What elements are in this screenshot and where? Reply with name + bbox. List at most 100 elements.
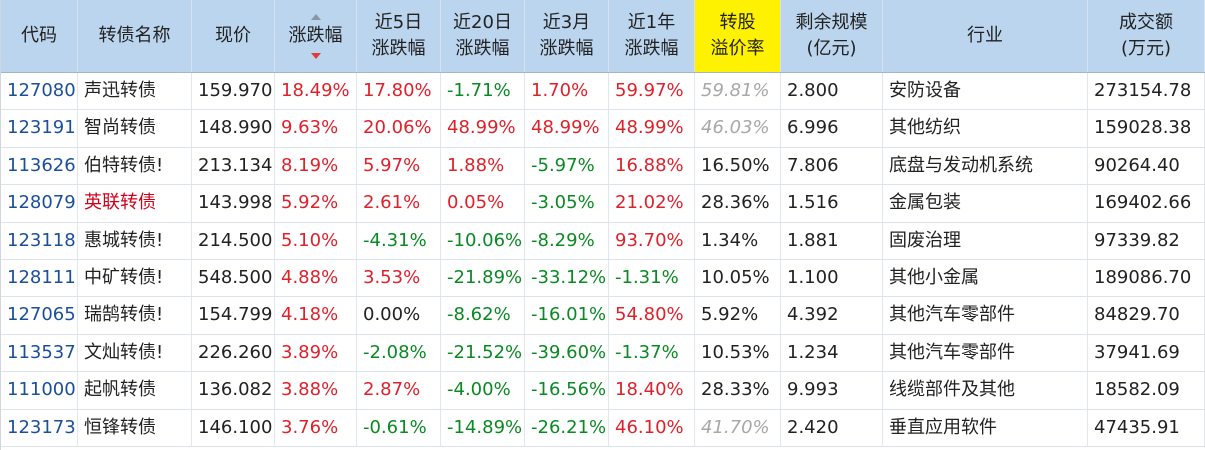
cell-price: 548.500 — [192, 259, 275, 297]
cell-chg5: -2.08% — [357, 334, 441, 372]
table-row[interactable]: 128079 英联转债 143.998 5.92% 2.61% 0.05% -3.05% 21… — [1, 185, 1205, 223]
cell-code[interactable]: 128079 — [1, 185, 78, 222]
table-body: 127080 声迅转债 159.970 18.49% 17.80% -1.71% 1.70%… — [1, 73, 1205, 447]
cell-premium: 1.34% — [695, 222, 781, 259]
cell-chg20: -4.00% — [441, 372, 525, 409]
table-row[interactable]: 127080 声迅转债 159.970 18.49% 17.80% -1.71% 1.70%… — [1, 73, 1205, 111]
cell-price: 146.100 — [192, 409, 275, 446]
cell-code[interactable]: 128111 — [1, 259, 78, 297]
cell-price: 213.134 — [192, 147, 275, 185]
cell-chg1y: 16.88% — [609, 147, 695, 185]
cell-code[interactable]: 127080 — [1, 73, 78, 110]
cell-name[interactable]: 智尚转债 — [78, 110, 192, 147]
header-price[interactable]: 现价 — [192, 0, 275, 72]
cell-price: 226.260 — [192, 334, 275, 372]
cell-scale: 6.996 — [781, 110, 883, 147]
cell-volume: 169402.66 — [1088, 185, 1205, 222]
cell-chg5: 2.87% — [357, 372, 441, 409]
table-row[interactable]: 123173 恒锋转债 146.100 3.76% -0.61% -14.89% -26.2… — [1, 409, 1205, 447]
table-row[interactable]: 123191 智尚转债 148.990 9.63% 20.06% 48.99% 48.99%… — [1, 110, 1205, 148]
sort-asc-icon[interactable] — [310, 14, 321, 20]
cell-industry: 其他汽车零部件 — [883, 297, 1088, 334]
cell-price: 154.799 — [192, 297, 275, 334]
header-label: 涨跌幅 — [371, 38, 426, 59]
cell-chg20: 0.05% — [441, 185, 525, 222]
cell-scale: 1.881 — [781, 222, 883, 259]
header-label: 近1年 — [627, 12, 676, 33]
header-label: 转股 — [719, 12, 756, 33]
cell-price: 136.082 — [192, 372, 275, 409]
header-chg3m[interactable]: 近3月 涨跌幅 — [525, 0, 609, 72]
cell-chg: 3.89% — [275, 334, 357, 372]
cell-chg1y: 54.80% — [609, 297, 695, 334]
cell-chg1y: -1.37% — [609, 334, 695, 372]
cell-scale: 7.806 — [781, 147, 883, 185]
cell-chg: 4.18% — [275, 297, 357, 334]
cell-price: 148.990 — [192, 110, 275, 147]
cell-chg3m: 1.70% — [525, 73, 609, 110]
cell-industry: 其他纺织 — [883, 110, 1088, 147]
cell-code[interactable]: 111000 — [1, 372, 78, 409]
table-header: 代码 转债名称 现价 涨跌幅 近5日 涨跌幅 近20日 涨跌幅 近3月 涨跌幅 近1年 涨跌幅 转股 溢价… — [1, 0, 1205, 73]
header-premium[interactable]: 转股 溢价率 — [695, 0, 781, 72]
header-label: 成交额 — [1119, 12, 1173, 33]
header-scale[interactable]: 剩余规模 (亿元) — [781, 0, 883, 72]
cell-chg20: 1.88% — [441, 147, 525, 185]
cell-name[interactable]: 英联转债 — [78, 185, 192, 222]
header-name[interactable]: 转债名称 — [78, 0, 192, 72]
table-row[interactable]: 111000 起帆转债 136.082 3.88% 2.87% -4.00% -16.56%… — [1, 372, 1205, 410]
cell-chg1y: -1.31% — [609, 259, 695, 297]
cell-premium: 10.53% — [695, 334, 781, 372]
header-industry[interactable]: 行业 — [883, 0, 1088, 72]
header-label: 涨跌幅 — [624, 38, 679, 59]
cell-chg: 3.88% — [275, 372, 357, 409]
header-label: 代码 — [21, 25, 57, 46]
cell-chg: 4.88% — [275, 259, 357, 297]
header-label: 涨跌幅 — [288, 25, 343, 46]
cell-code[interactable]: 113537 — [1, 334, 78, 372]
cell-chg: 9.63% — [275, 110, 357, 147]
table-row[interactable]: 128111 中矿转债! 548.500 4.88% 3.53% -21.89% -33.1… — [1, 259, 1205, 298]
cell-chg: 5.10% — [275, 222, 357, 259]
cell-name[interactable]: 瑞鹄转债! — [78, 297, 192, 334]
cell-code[interactable]: 123118 — [1, 222, 78, 259]
cell-code[interactable]: 123173 — [1, 409, 78, 446]
table-row[interactable]: 127065 瑞鹄转债! 154.799 4.18% 0.00% -8.62% -16.01… — [1, 297, 1205, 335]
header-label: 溢价率 — [710, 38, 765, 59]
header-chg1y[interactable]: 近1年涨跌幅 — [609, 0, 695, 72]
header-label: 转债名称 — [98, 25, 171, 46]
table-row[interactable]: 123118 惠城转债! 214.500 5.10% -4.31% -10.06% -8.2… — [1, 222, 1205, 260]
header-label: 现价 — [215, 25, 251, 46]
cell-code[interactable]: 113626 — [1, 147, 78, 185]
cell-premium: 10.05% — [695, 259, 781, 297]
cell-code[interactable]: 123191 — [1, 110, 78, 147]
cell-chg5: -4.31% — [357, 222, 441, 259]
header-chg20[interactable]: 近20日 涨跌幅 — [441, 0, 525, 72]
cell-code[interactable]: 127065 — [1, 297, 78, 334]
cell-name[interactable]: 伯特转债! — [78, 147, 192, 185]
cell-name[interactable]: 声迅转债 — [78, 73, 192, 110]
cell-chg20: -8.62% — [441, 297, 525, 334]
cell-chg20: -1.71% — [441, 73, 525, 110]
cell-name[interactable]: 起帆转债 — [78, 372, 192, 409]
cell-scale: 1.234 — [781, 334, 883, 372]
header-volume[interactable]: 成交额 (万元) — [1088, 0, 1205, 72]
cell-volume: 90264.40 — [1088, 147, 1205, 185]
cell-price: 214.500 — [192, 222, 275, 259]
cell-scale: 9.993 — [781, 372, 883, 409]
cell-chg3m: 48.99% — [525, 110, 609, 147]
cell-chg3m: -16.56% — [525, 372, 609, 409]
cell-name[interactable]: 文灿转债! — [78, 334, 192, 372]
header-chg5[interactable]: 近5日 涨跌幅 — [357, 0, 441, 72]
header-chg[interactable]: 涨跌幅 — [275, 0, 357, 72]
header-label: 行业 — [967, 25, 1003, 46]
header-code[interactable]: 代码 — [1, 0, 78, 72]
header-label: 近3月 — [542, 12, 591, 33]
sort-desc-icon[interactable] — [310, 53, 321, 59]
cell-name[interactable]: 恒锋转债 — [78, 409, 192, 446]
cell-name[interactable]: 惠城转债! — [78, 222, 192, 259]
cell-name[interactable]: 中矿转债! — [78, 259, 192, 297]
table-row[interactable]: 113626 伯特转债! 213.134 8.19% 5.97% 1.88% -5.97% 1… — [1, 147, 1205, 186]
table-row[interactable]: 113537 文灿转债! 226.260 3.89% -2.08% -21.52% -39.… — [1, 334, 1205, 373]
